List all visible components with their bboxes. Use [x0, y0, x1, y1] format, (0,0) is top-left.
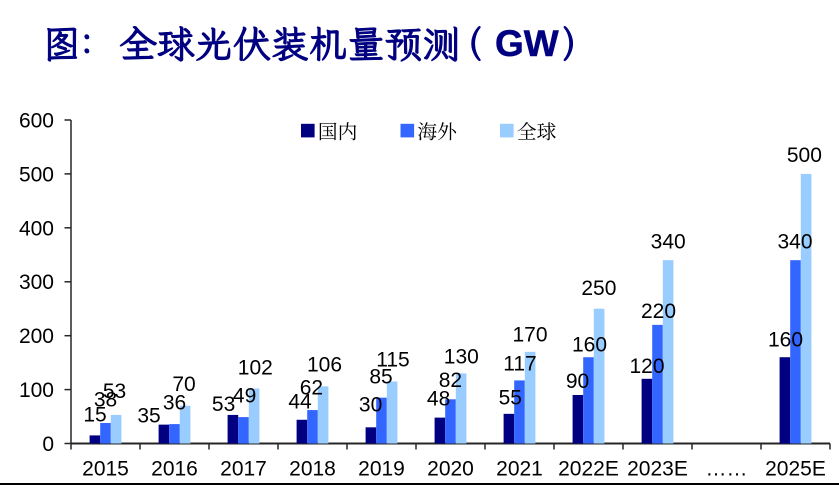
svg-text:62: 62 — [300, 377, 323, 400]
svg-text:106: 106 — [307, 353, 342, 376]
svg-text:600: 600 — [19, 110, 54, 133]
svg-text:0: 0 — [42, 433, 54, 456]
svg-text:15: 15 — [83, 404, 106, 427]
svg-text:115: 115 — [376, 349, 409, 372]
svg-text:400: 400 — [19, 217, 54, 240]
svg-text:340: 340 — [651, 231, 686, 254]
svg-text:2017: 2017 — [220, 458, 267, 481]
svg-text:160: 160 — [572, 334, 607, 357]
svg-text:2018: 2018 — [289, 458, 336, 481]
svg-text:48: 48 — [427, 388, 450, 411]
svg-text:36: 36 — [163, 392, 186, 415]
svg-text:500: 500 — [787, 144, 822, 167]
svg-text:160: 160 — [768, 329, 803, 352]
svg-text:117: 117 — [503, 353, 536, 376]
svg-text:44: 44 — [288, 391, 312, 414]
svg-text:35: 35 — [137, 405, 160, 428]
svg-text:2023E: 2023E — [627, 458, 688, 481]
svg-text:49: 49 — [233, 385, 256, 408]
svg-text:340: 340 — [777, 231, 812, 254]
svg-text:53: 53 — [212, 393, 235, 416]
svg-text:2020: 2020 — [427, 458, 474, 481]
svg-text:82: 82 — [439, 369, 462, 392]
svg-text:170: 170 — [512, 324, 547, 347]
svg-text:130: 130 — [444, 345, 479, 368]
svg-text:30: 30 — [359, 394, 382, 417]
svg-text:85: 85 — [369, 366, 392, 389]
svg-text:2021: 2021 — [496, 458, 543, 481]
svg-text:……: …… — [706, 458, 748, 481]
svg-text:102: 102 — [238, 357, 273, 380]
svg-text:120: 120 — [629, 355, 664, 378]
svg-text:2015: 2015 — [82, 458, 129, 481]
svg-text:220: 220 — [641, 300, 676, 323]
svg-text:2016: 2016 — [151, 458, 198, 481]
svg-text:38: 38 — [94, 389, 117, 412]
svg-text:70: 70 — [172, 373, 195, 396]
svg-text:500: 500 — [19, 163, 54, 186]
svg-text:2025E: 2025E — [765, 458, 826, 481]
svg-text:90: 90 — [566, 370, 589, 393]
svg-text:53: 53 — [103, 380, 126, 403]
svg-text:2019: 2019 — [358, 458, 405, 481]
svg-text:GW: GW — [495, 23, 559, 64]
svg-text:300: 300 — [19, 271, 54, 294]
svg-text:200: 200 — [19, 325, 54, 348]
svg-text:250: 250 — [581, 277, 616, 300]
svg-text:55: 55 — [499, 387, 522, 410]
svg-text:100: 100 — [19, 379, 54, 402]
svg-text:2022E: 2022E — [558, 458, 619, 481]
